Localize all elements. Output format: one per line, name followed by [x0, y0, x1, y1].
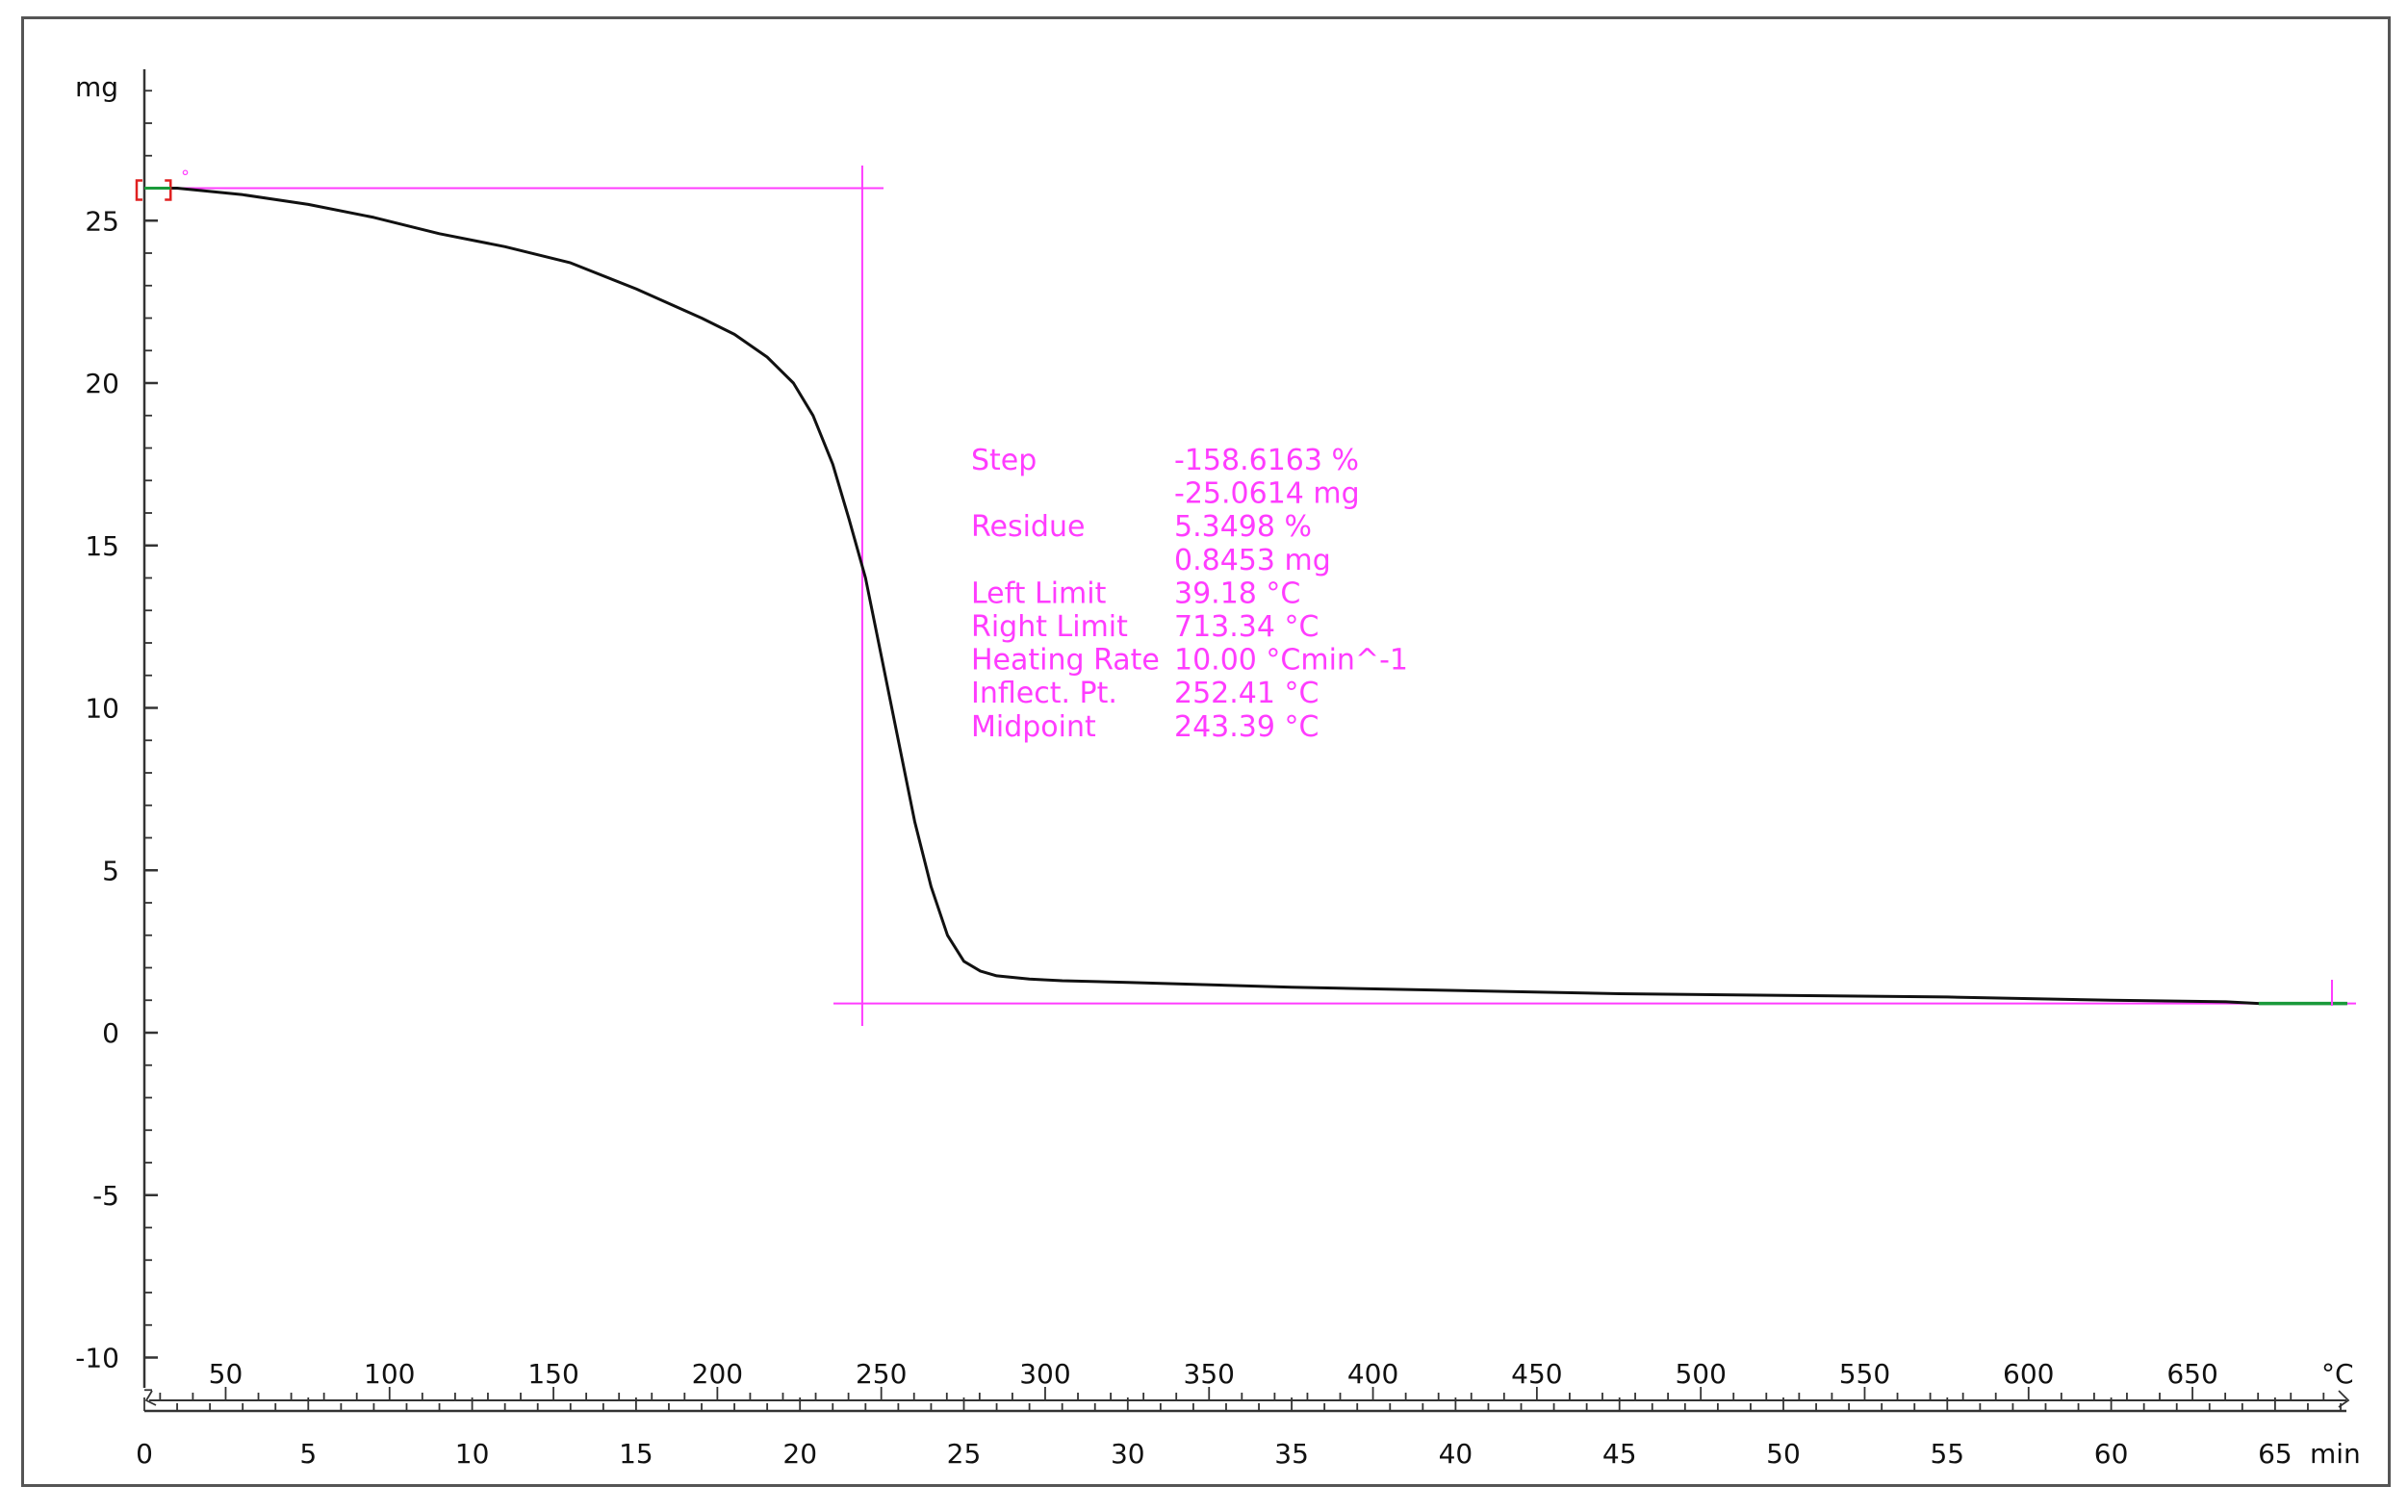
- annotation-row-value: 5.3498 %: [1174, 510, 1312, 544]
- x-bottom-tick-label: 25: [947, 1438, 982, 1470]
- x-top-tick-label: 350: [1184, 1358, 1235, 1390]
- x-top-tick-label: 650: [2166, 1358, 2217, 1390]
- y-tick-label: -5: [92, 1180, 119, 1212]
- x-top-tick-label: 150: [527, 1358, 578, 1390]
- annotation-row-label: Right Limit: [971, 610, 1128, 644]
- annotation-row-label: Inflect. Pt.: [971, 677, 1117, 710]
- annotation-row-value: 0.8453 mg: [1174, 544, 1331, 577]
- x-bottom-tick-label: 40: [1439, 1438, 1473, 1470]
- annotation-row-value: 713.34 °C: [1174, 610, 1319, 644]
- annotation-row-value: 10.00 °Cmin^-1: [1174, 644, 1408, 678]
- annotation-row-value: 243.39 °C: [1174, 710, 1319, 744]
- x-bottom-tick-label: 5: [299, 1438, 317, 1470]
- annotation-row-value: 252.41 °C: [1174, 677, 1319, 710]
- y-tick-label: -10: [75, 1343, 119, 1374]
- x-bottom-tick-label: 20: [782, 1438, 817, 1470]
- x-top-tick-label: 300: [1019, 1358, 1070, 1390]
- annotation-row-label: Left Limit: [971, 577, 1107, 610]
- start-marker-glyph: °: [181, 167, 190, 188]
- y-unit-label: mg: [75, 71, 118, 103]
- x-top-tick-label: 450: [1511, 1358, 1562, 1390]
- y-tick-label: 20: [85, 368, 119, 399]
- annotation-row-value: -158.6163 %: [1174, 444, 1359, 477]
- x-top-tick-label: 400: [1347, 1358, 1398, 1390]
- x-bottom-tick-label: 50: [1766, 1438, 1801, 1470]
- x-top-unit-label: °C: [2321, 1358, 2354, 1390]
- annotation-row-label: Heating Rate: [971, 644, 1160, 678]
- y-tick-label: 5: [102, 855, 119, 886]
- annotation-row-label: Midpoint: [971, 710, 1096, 744]
- curve-markers: °: [135, 167, 2347, 1006]
- annotation-row-label: Step: [971, 444, 1037, 477]
- annotation-row-value: -25.0614 mg: [1174, 477, 1360, 511]
- x-top-tick-label: 200: [692, 1358, 743, 1390]
- curve: [154, 187, 2347, 1006]
- start-bracket-right: [165, 179, 172, 201]
- x-top-tick-label: 550: [1839, 1358, 1890, 1390]
- x-top-tick-label: 500: [1675, 1358, 1726, 1390]
- x-bottom-unit-label: min: [2310, 1438, 2361, 1470]
- x-bottom-tick-label: 10: [455, 1438, 490, 1470]
- x-bottom-tick-label: 60: [2094, 1438, 2129, 1470]
- chart-frame: [21, 16, 2391, 1487]
- x-bottom-tick-label: 55: [1930, 1438, 1964, 1470]
- x-bottom-tick-label: 45: [1602, 1438, 1637, 1470]
- x-top-tick-label: 50: [209, 1358, 243, 1390]
- x-bottom-tick-label: 30: [1111, 1438, 1145, 1470]
- start-bracket-left: [135, 179, 142, 201]
- annotation-row-value: 39.18 °C: [1174, 577, 1300, 610]
- step-annotation-text: Step -158.6163 %-25.0614 mg Residue 5.3498 …: [971, 444, 1408, 744]
- x-bottom-tick-label: 65: [2258, 1438, 2293, 1470]
- x-top-axis-start-mark: [144, 1390, 157, 1406]
- x-bottom-tick-label: 15: [619, 1438, 653, 1470]
- x-bottom-tick-label: 35: [1274, 1438, 1309, 1470]
- x-bottom-tick-label: 0: [136, 1438, 153, 1470]
- x-top-tick-label: 250: [856, 1358, 907, 1390]
- y-tick-label: 25: [85, 205, 119, 237]
- x-top-tick-label: 600: [2003, 1358, 2054, 1390]
- annotation-row-label: Residue: [971, 510, 1085, 544]
- y-tick-label: 0: [102, 1017, 119, 1049]
- y-tick-label: 10: [85, 693, 119, 725]
- x-top-tick-label: 100: [364, 1358, 415, 1390]
- x-top-axis-end-mark: [2338, 1390, 2350, 1408]
- step-annotation-lines: [144, 166, 2356, 1026]
- tga-curve: [154, 187, 2347, 1006]
- y-tick-label: 15: [85, 530, 119, 562]
